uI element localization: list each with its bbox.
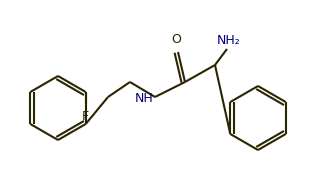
Text: NH₂: NH₂ bbox=[217, 34, 241, 47]
Text: O: O bbox=[171, 33, 181, 46]
Text: NH: NH bbox=[134, 91, 153, 105]
Text: F: F bbox=[82, 110, 89, 123]
